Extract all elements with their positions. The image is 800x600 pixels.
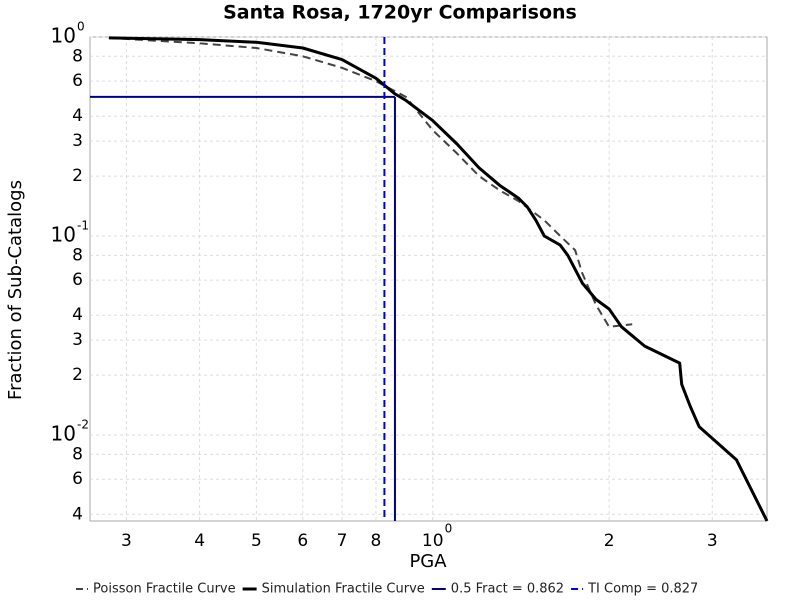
- y-axis-label: Fraction of Sub-Catalogs: [5, 180, 26, 400]
- y-tick-label: 10: [51, 422, 76, 446]
- series-line: [108, 36, 633, 328]
- legend-label: 0.5 Fract = 0.862: [451, 582, 564, 597]
- x-tick-label: 8: [371, 531, 382, 551]
- y-tick-label: 3: [72, 330, 83, 350]
- y-tick-label: 8: [72, 46, 83, 66]
- y-tick-label: 6: [72, 270, 83, 290]
- y-tick-exponent: -1: [77, 219, 89, 233]
- y-tick-label: 8: [72, 444, 83, 464]
- x-axis-label: PGA: [409, 551, 447, 572]
- x-tick-label: 10: [422, 531, 444, 551]
- y-tick-exponent: 0: [77, 20, 85, 34]
- y-tick-label: 2: [72, 166, 83, 186]
- y-tick-label: 3: [72, 131, 83, 151]
- y-tick-label: 2: [72, 365, 83, 385]
- x-tick-exponent: 0: [445, 522, 453, 536]
- x-tick-label: 5: [251, 531, 262, 551]
- x-tick-label: 3: [121, 531, 132, 551]
- y-tick-label: 4: [72, 305, 83, 325]
- x-tick-label: 6: [297, 531, 308, 551]
- y-tick-label: 6: [72, 469, 83, 489]
- y-tick-label: 4: [72, 106, 83, 126]
- y-tick-label: 10: [51, 24, 76, 48]
- chart-title: Santa Rosa, 1720yr Comparisons: [223, 2, 577, 24]
- y-tick-label: 8: [72, 245, 83, 265]
- y-tick-label: 6: [72, 71, 83, 91]
- x-tick-label: 7: [337, 531, 348, 551]
- x-tick-label: 4: [194, 531, 205, 551]
- legend-label: Simulation Fractile Curve: [262, 582, 425, 597]
- plot-area: [89, 36, 768, 522]
- legend-label: TI Comp = 0.827: [587, 582, 698, 597]
- y-tick-label: 4: [72, 504, 83, 524]
- series-line: [108, 36, 769, 522]
- y-tick-exponent: -2: [77, 418, 89, 432]
- legend-label: Poisson Fractile Curve: [93, 582, 236, 597]
- y-tick-label: 10: [51, 223, 76, 247]
- x-tick-label: 2: [604, 531, 615, 551]
- x-tick-label: 3: [707, 531, 718, 551]
